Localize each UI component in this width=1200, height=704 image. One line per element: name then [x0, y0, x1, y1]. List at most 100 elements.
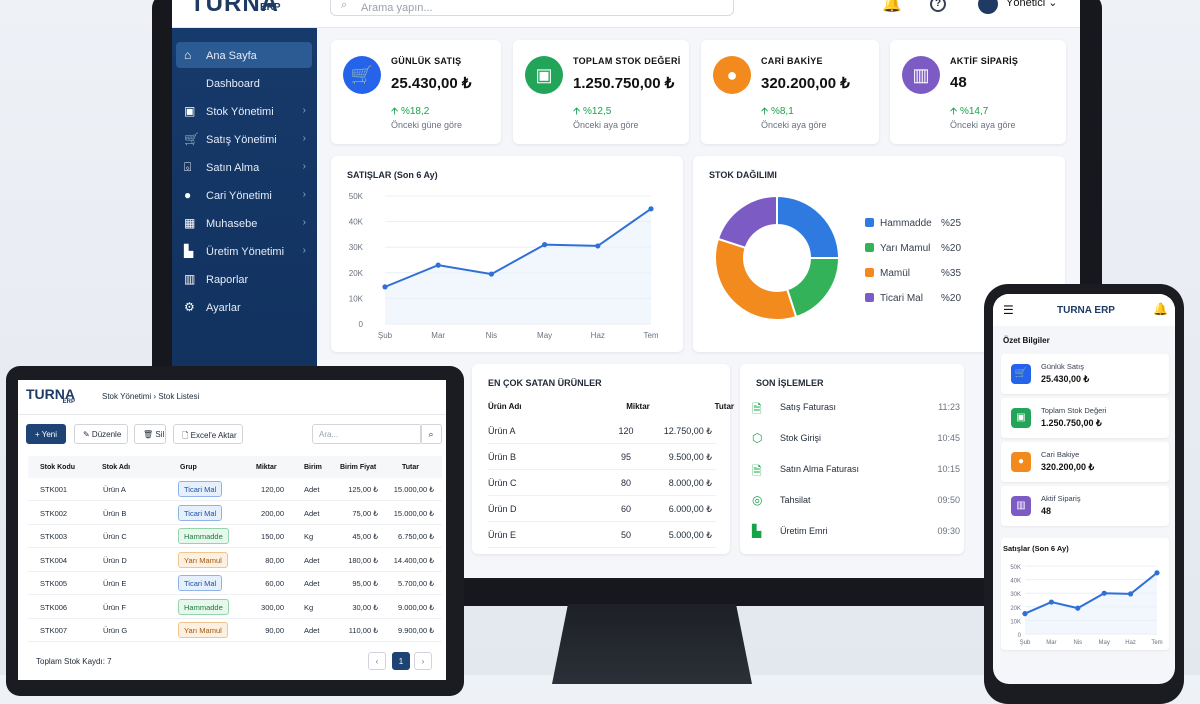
- column-header[interactable]: Stok Adı: [102, 464, 131, 471]
- column-header: Ürün Adı: [488, 402, 522, 411]
- data-point: [1128, 591, 1134, 597]
- transaction-item[interactable]: 🗎 Satış Faturası 11:23: [752, 402, 962, 416]
- chevron-right-icon: ›: [302, 189, 306, 200]
- legend-label: Yarı Mamul: [880, 243, 931, 254]
- box-icon: ▣: [525, 56, 563, 94]
- bell-icon[interactable]: 🔔: [1153, 302, 1168, 316]
- sidebar-item-0[interactable]: ⌂ Ana Sayfa: [176, 42, 312, 68]
- sidebar-item-3[interactable]: 🛒 Satış Yönetimi ›: [176, 126, 312, 152]
- transaction-time: 10:45: [937, 433, 960, 443]
- table-row[interactable]: STK001 Ürün A Ticari Mal 120,00 Adet 125,00 ₺…: [28, 478, 442, 501]
- table-row[interactable]: Ürün B 95 9.500,00 ₺: [488, 444, 716, 470]
- table-row[interactable]: STK006 Ürün F Hammadde 300,00 Kg 30,00 ₺ 9.000…: [28, 596, 442, 619]
- phone-kpi-card[interactable]: ▣ Toplam Stok Değeri 1.250.750,00 ₺: [1001, 398, 1169, 438]
- transaction-item[interactable]: 🗎 Satın Alma Faturası 10:15: [752, 464, 962, 478]
- prev-page-button[interactable]: ‹: [368, 652, 386, 670]
- sidebar-item-6[interactable]: ▦ Muhasebe ›: [176, 210, 312, 236]
- x-tick-label: Mar: [1046, 640, 1056, 646]
- data-point: [1154, 570, 1160, 576]
- home-icon: ⌂: [184, 48, 192, 62]
- transaction-item[interactable]: ◎ Tahsilat 09:50: [752, 493, 962, 509]
- table-row[interactable]: STK005 Ürün E Ticari Mal 60,00 Adet 95,00 ₺ 5.…: [28, 572, 442, 595]
- unit: Adet: [304, 579, 320, 588]
- table-row[interactable]: STK002 Ürün B Ticari Mal 200,00 Adet 75,00 ₺ 1…: [28, 502, 442, 525]
- phone-kpi-card[interactable]: ● Cari Bakiye 320.200,00 ₺: [1001, 442, 1169, 482]
- sidebar-item-7[interactable]: ▙ Üretim Yönetimi ›: [176, 238, 312, 264]
- sidebar-item-9[interactable]: ⚙ Ayarlar: [176, 294, 312, 320]
- column-header[interactable]: Grup: [180, 464, 197, 471]
- tablet-logo-sub: ERP: [62, 399, 75, 405]
- app-logo-sub: ERP: [260, 2, 281, 13]
- help-icon[interactable]: ?: [930, 0, 946, 12]
- avatar[interactable]: [978, 0, 998, 14]
- table-row[interactable]: Ürün A 120 12.750,00 ₺: [488, 418, 716, 444]
- phone-kpi-value: 320.200,00 ₺: [1041, 462, 1095, 472]
- column-header[interactable]: Miktar: [256, 464, 277, 471]
- search-input[interactable]: ⌕ Arama yapın...: [330, 0, 734, 16]
- column-header[interactable]: Birim Fiyat: [340, 464, 377, 471]
- phone-kpi-card[interactable]: ▥ Aktif Sipariş 48: [1001, 486, 1169, 526]
- table-row[interactable]: STK003 Ürün C Hammadde 150,00 Kg 45,00 ₺ 6.750…: [28, 525, 442, 548]
- sidebar-item-8[interactable]: ▥ Raporlar: [176, 266, 312, 292]
- sidebar-item-label: Dashboard: [206, 78, 260, 90]
- delete-button[interactable]: 🗑 Sil: [134, 424, 166, 444]
- y-tick-label: 30K: [1010, 592, 1021, 598]
- y-tick-label: 50K: [349, 192, 364, 201]
- kpi-subtitle: Önceki aya göre: [761, 120, 827, 130]
- chevron-right-icon: ›: [302, 217, 306, 228]
- group-badge: Ticari Mal: [178, 481, 223, 497]
- new-button[interactable]: + Yeni: [26, 424, 66, 444]
- transaction-item[interactable]: ▙ Üretim Emri 09:30: [752, 524, 962, 540]
- kpi-card[interactable]: ▣ TOPLAM STOK DEĞERİ 1.250.750,00 ₺ 🡩 %12,5…: [513, 40, 689, 144]
- monitor-stand: [552, 604, 752, 684]
- user-menu[interactable]: Yönetici ⌄: [1006, 0, 1058, 9]
- table-row[interactable]: Ürün E 50 5.000,00 ₺: [488, 522, 716, 548]
- kpi-card[interactable]: ● CARİ BAKİYE 320.200,00 ₺ 🡩 %8,1 Önceki aya…: [701, 40, 879, 144]
- kpi-value: 320.200,00 ₺: [761, 75, 850, 92]
- product-qty: 95: [620, 452, 631, 462]
- kpi-subtitle: Önceki aya göre: [573, 120, 639, 130]
- sidebar-item-label: Üretim Yönetimi: [206, 246, 285, 258]
- kpi-card[interactable]: 🛒 GÜNLÜK SATIŞ 25.430,00 ₺ 🡩 %18,2 Önceki gü…: [331, 40, 501, 144]
- kpi-card[interactable]: ▥ AKTİF SİPARİŞ 48 🡩 %14,7 Önceki aya göre: [890, 40, 1066, 144]
- sidebar-item-2[interactable]: ▣ Stok Yönetimi ›: [176, 98, 312, 124]
- group-badge: Ticari Mal: [178, 504, 223, 521]
- sidebar-item-1[interactable]: Dashboard: [176, 70, 312, 96]
- app-logo[interactable]: TURNA: [190, 0, 279, 17]
- tablet-logo[interactable]: TURNA ERP: [26, 386, 75, 405]
- excel-export-button[interactable]: 🗋 Excel'e Aktar: [173, 424, 243, 444]
- table-row[interactable]: STK007 Ürün G Yarı Mamul 90,00 Adet 110,00 ₺ 9…: [28, 619, 442, 642]
- legend-item: Ticari Mal %20: [865, 293, 985, 304]
- phone-kpi-title: Günlük Satış: [1041, 362, 1084, 371]
- divider: [18, 414, 446, 415]
- basket-icon: ⌺: [184, 160, 192, 174]
- table-row[interactable]: STK004 Ürün D Yarı Mamul 80,00 Adet 180,00 ₺ 1…: [28, 549, 442, 572]
- unit: Adet: [304, 555, 320, 565]
- column-header[interactable]: Birim: [304, 464, 322, 471]
- table-row[interactable]: Ürün D 60 6.000,00 ₺: [488, 496, 716, 522]
- sidebar-item-4[interactable]: ⌺ Satın Alma ›: [176, 154, 312, 180]
- menu-icon[interactable]: ☰: [1003, 303, 1014, 317]
- y-tick-label: 50K: [1010, 565, 1021, 571]
- table-row[interactable]: Ürün C 80 8.000,00 ₺: [488, 470, 716, 496]
- product-name: Ürün A: [488, 426, 516, 436]
- kpi-delta: 🡩 %12,5: [573, 106, 612, 117]
- next-page-button[interactable]: ›: [414, 652, 432, 670]
- edit-button[interactable]: ✎ Düzenle: [74, 424, 128, 444]
- kpi-delta: 🡩 %8,1: [761, 106, 794, 117]
- bell-icon[interactable]: 🔔: [882, 0, 902, 13]
- data-point: [382, 284, 388, 290]
- kpi-value: 25.430,00 ₺: [391, 75, 472, 92]
- transaction-label: Tahsilat: [780, 495, 811, 505]
- column-header[interactable]: Tutar: [402, 464, 419, 471]
- sidebar-item-5[interactable]: ● Cari Yönetimi ›: [176, 182, 312, 208]
- column-header[interactable]: Stok Kodu: [40, 464, 75, 471]
- page-1-button[interactable]: 1: [392, 652, 410, 670]
- top-products-title: EN ÇOK SATAN ÜRÜNLER: [488, 378, 602, 388]
- data-point: [1075, 605, 1081, 611]
- phone-kpi-card[interactable]: 🛒 Günlük Satış 25.430,00 ₺: [1001, 354, 1169, 394]
- stock-search-input[interactable]: Ara...: [312, 424, 422, 444]
- donut-slice: [785, 257, 841, 319]
- search-button[interactable]: ⌕: [420, 424, 442, 444]
- transaction-item[interactable]: ⬡ Stok Girişi 10:45: [752, 431, 962, 447]
